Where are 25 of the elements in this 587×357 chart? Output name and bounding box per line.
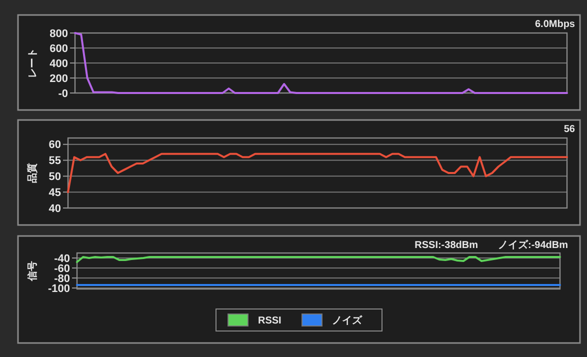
y-tick-label: 600 — [50, 42, 68, 55]
y-tick-label: -100 — [48, 282, 70, 295]
y-tick-label: -60 — [54, 262, 70, 275]
y-axis-title: レート — [28, 48, 38, 78]
text: RSSI:-38dBm — [414, 240, 478, 251]
line-series — [67, 152, 568, 194]
text: 6.0Mbps — [534, 19, 576, 30]
y-axis-title: 品質 — [26, 163, 38, 183]
line-series — [74, 32, 568, 94]
y-tick-label: 60 — [48, 139, 61, 152]
y-tick-label: -80 — [54, 272, 70, 285]
y-tick-label: 800 — [50, 28, 68, 40]
y-axis-title: 信号 — [26, 261, 38, 282]
legend-label: RSSI — [258, 316, 282, 326]
text: 56 — [564, 124, 576, 135]
y-tick-label: 400 — [50, 58, 68, 70]
y-tick-label: 45 — [48, 186, 61, 199]
y-tick-label: 55 — [48, 155, 61, 168]
y-tick-label: 200 — [50, 72, 68, 85]
text: ノイズ:-94dBm — [498, 239, 568, 251]
legend-label: ノイズ — [332, 314, 363, 326]
y-tick-label: 40 — [48, 202, 61, 215]
y-tick-label: -0 — [58, 88, 68, 100]
y-tick-label: -40 — [54, 252, 70, 265]
y-tick-label: 50 — [48, 171, 61, 184]
